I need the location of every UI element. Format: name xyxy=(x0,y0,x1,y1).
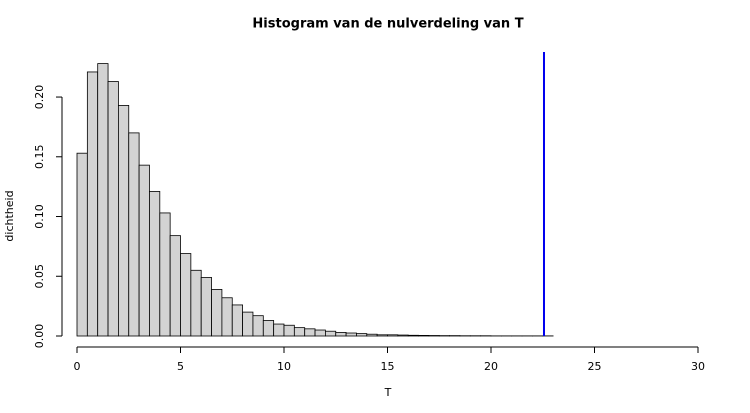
chart-title: Histogram van de nulverdeling van T xyxy=(252,17,523,32)
bar xyxy=(293,327,306,337)
bar xyxy=(376,334,388,337)
bar xyxy=(407,334,419,337)
x-tick-label: 0 xyxy=(74,360,81,373)
bar xyxy=(149,191,161,337)
x-tick-label: 20 xyxy=(484,360,498,373)
bar xyxy=(211,289,223,337)
bar xyxy=(324,330,337,337)
bar xyxy=(242,311,254,337)
bar xyxy=(86,71,99,337)
bar xyxy=(397,334,409,337)
bar xyxy=(252,315,264,337)
y-tick-label: 0.15 xyxy=(33,145,46,170)
y-tick-label: 0.20 xyxy=(33,85,46,110)
bar xyxy=(356,333,368,337)
bar xyxy=(180,253,192,337)
x-tick-label: 5 xyxy=(177,360,184,373)
bar xyxy=(221,297,233,337)
y-tick-label: 0.10 xyxy=(33,204,46,229)
bar xyxy=(262,320,275,337)
x-tick-label: 30 xyxy=(691,360,705,373)
bar xyxy=(128,132,140,337)
x-tick-label: 10 xyxy=(277,360,291,373)
bar xyxy=(314,329,326,337)
bar xyxy=(159,212,171,337)
bar xyxy=(366,333,378,337)
bar xyxy=(231,304,243,337)
x-axis-label: T xyxy=(384,386,392,399)
bar xyxy=(335,332,347,337)
bar xyxy=(107,81,119,337)
bar xyxy=(169,235,181,337)
bar xyxy=(190,269,202,337)
bar xyxy=(283,324,295,337)
x-tick-label: 15 xyxy=(381,360,395,373)
bar xyxy=(200,277,212,337)
y-axis-label: dichtheid xyxy=(3,190,16,241)
bar xyxy=(97,63,109,337)
bar xyxy=(76,152,88,337)
y-tick-label: 0.05 xyxy=(33,264,46,289)
bar xyxy=(138,164,150,337)
bar xyxy=(387,334,399,337)
x-tick-label: 25 xyxy=(588,360,602,373)
y-tick-label: 0.00 xyxy=(33,324,46,349)
bar xyxy=(118,105,130,337)
bar xyxy=(345,332,357,337)
bar xyxy=(418,335,430,337)
bar xyxy=(304,328,316,337)
bar xyxy=(273,323,285,337)
